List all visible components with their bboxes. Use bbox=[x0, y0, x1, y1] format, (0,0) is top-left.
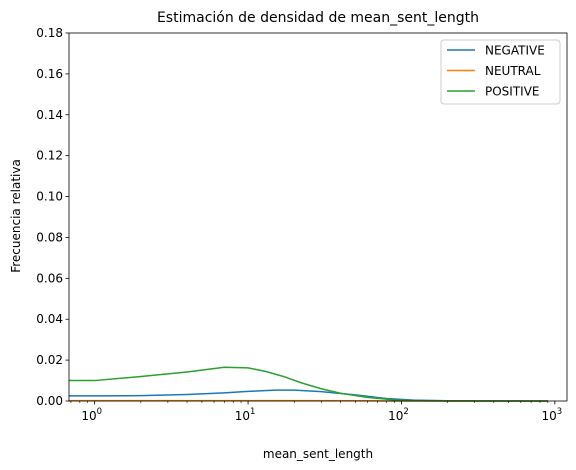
y-tick-label: 0.08 bbox=[36, 230, 63, 244]
y-tick-label: 0.04 bbox=[36, 312, 63, 326]
legend-box bbox=[440, 39, 561, 105]
y-tick-label: 0.10 bbox=[36, 190, 63, 204]
y-axis-ticks: 0.00 0.02 0.04 0.06 0.08 0.10 0.12 0.14 0.16 0.18 bbox=[36, 26, 69, 408]
y-tick-label: 0.16 bbox=[36, 67, 63, 81]
series-lines bbox=[69, 366, 548, 402]
plot-frame bbox=[68, 32, 568, 402]
x-tick-base: 10 bbox=[388, 409, 403, 423]
legend-entry-label: POSITIVE bbox=[485, 85, 540, 99]
x-tick-base: 10 bbox=[81, 409, 96, 423]
y-tick-label: 0.18 bbox=[36, 26, 63, 40]
x-axis-ticks: 100 101 102 103 bbox=[70, 401, 563, 423]
y-tick-label: 0.02 bbox=[36, 353, 63, 367]
legend: NEGATIVE NEUTRAL POSITIVE bbox=[440, 39, 561, 105]
x-axis-label: mean_sent_length bbox=[263, 447, 373, 461]
x-tick-base: 10 bbox=[542, 409, 557, 423]
y-tick-label: 0.12 bbox=[36, 149, 63, 163]
x-tick-label: 103 bbox=[542, 407, 563, 423]
x-tick-base: 10 bbox=[235, 409, 250, 423]
x-tick-label: 100 bbox=[81, 407, 102, 423]
x-tick-exponent: 1 bbox=[250, 407, 255, 417]
x-tick-label: 101 bbox=[235, 407, 256, 423]
x-tick-exponent: 2 bbox=[403, 407, 408, 417]
x-tick-exponent: 0 bbox=[97, 407, 102, 417]
y-tick-label: 0.06 bbox=[36, 271, 63, 285]
y-tick-label: 0.00 bbox=[36, 394, 63, 408]
x-tick-label: 102 bbox=[388, 407, 409, 423]
y-tick-label: 0.14 bbox=[36, 108, 63, 122]
x-tick-exponent: 3 bbox=[557, 407, 562, 417]
legend-entry-label: NEGATIVE bbox=[485, 44, 545, 58]
chart-title: Estimación de densidad de mean_sent_leng… bbox=[157, 10, 479, 26]
legend-entry-label: NEUTRAL bbox=[485, 64, 541, 78]
series-line-negative bbox=[69, 389, 548, 402]
y-axis-label: Frecuencia relativa bbox=[9, 159, 23, 273]
